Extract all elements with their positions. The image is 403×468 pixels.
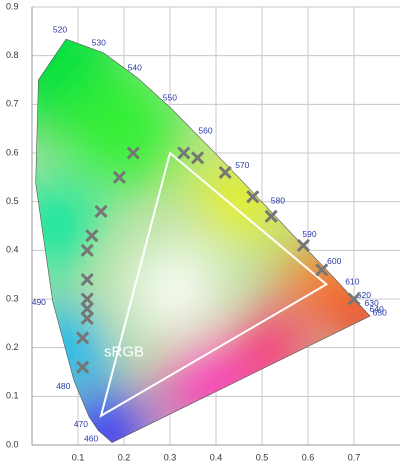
gamut-triangle <box>99 151 329 418</box>
spectral-locus <box>35 38 371 443</box>
x-marker <box>264 209 278 223</box>
wavelength-label: 630 <box>365 298 379 308</box>
x-marker <box>80 311 94 326</box>
wavelength-label: 610 <box>345 277 359 287</box>
x-tick-label: 0.3 <box>164 452 177 462</box>
x-marker <box>177 146 191 160</box>
y-tick-label: 0.7 <box>6 99 19 109</box>
x-tick-label: 0.1 <box>72 452 85 462</box>
x-marker <box>80 243 94 257</box>
wavelength-label: 520 <box>53 24 67 34</box>
x-marker <box>80 272 94 287</box>
x-marker <box>347 292 361 306</box>
x-marker <box>80 292 94 306</box>
x-tick-label: 0.7 <box>348 452 361 462</box>
wavelength-label: 590 <box>302 229 316 239</box>
x-tick-label: 0.5 <box>256 452 269 462</box>
x-marker <box>76 360 90 374</box>
y-tick-label: 0.0 <box>6 439 19 449</box>
wavelength-label: 570 <box>235 160 249 170</box>
x-tick-label: 0.6 <box>302 452 315 462</box>
x-marker <box>80 302 94 316</box>
x-tick-label: 0.4 <box>210 452 223 462</box>
y-tick-label: 0.2 <box>6 342 19 352</box>
x-marker <box>94 204 108 218</box>
y-tick-label: 0.5 <box>6 196 19 206</box>
x-marker <box>246 190 260 204</box>
color-blob <box>64 68 184 189</box>
x-marker <box>296 238 310 253</box>
x-marker <box>191 151 205 165</box>
wavelength-label: 460 <box>84 433 98 443</box>
x-marker <box>112 170 126 184</box>
color-blob <box>129 244 220 335</box>
y-tick-label: 0.8 <box>6 50 19 60</box>
x-marker <box>76 331 90 345</box>
wavelength-label: 640 <box>370 304 384 314</box>
wavelength-label: 470 <box>74 419 88 429</box>
x-marker <box>218 165 232 180</box>
wavelength-label: 490 <box>32 297 46 307</box>
wavelength-label: 580 <box>271 196 285 206</box>
x-marker <box>85 229 99 243</box>
y-tick-label: 0.3 <box>6 293 19 303</box>
x-tick-label: 0.2 <box>118 452 131 462</box>
gamut-label: sRGB <box>104 344 144 361</box>
wavelength-label: 560 <box>198 126 212 136</box>
wavelength-label: 650 <box>373 307 387 317</box>
color-blob <box>35 181 100 271</box>
wavelength-label: 540 <box>128 63 142 73</box>
y-tick-label: 0.4 <box>6 245 19 255</box>
y-tick-label: 0.9 <box>6 1 19 11</box>
wavelength-label: 480 <box>56 381 70 391</box>
wavelength-label: 550 <box>163 93 177 103</box>
x-marker <box>315 263 329 277</box>
y-tick-label: 0.1 <box>6 391 19 401</box>
x-marker <box>126 146 140 160</box>
wavelength-label: 530 <box>92 38 106 48</box>
wavelength-label: 620 <box>357 290 371 300</box>
color-blob <box>231 307 312 388</box>
wavelength-label: 600 <box>327 256 341 266</box>
y-tick-label: 0.6 <box>6 147 19 157</box>
